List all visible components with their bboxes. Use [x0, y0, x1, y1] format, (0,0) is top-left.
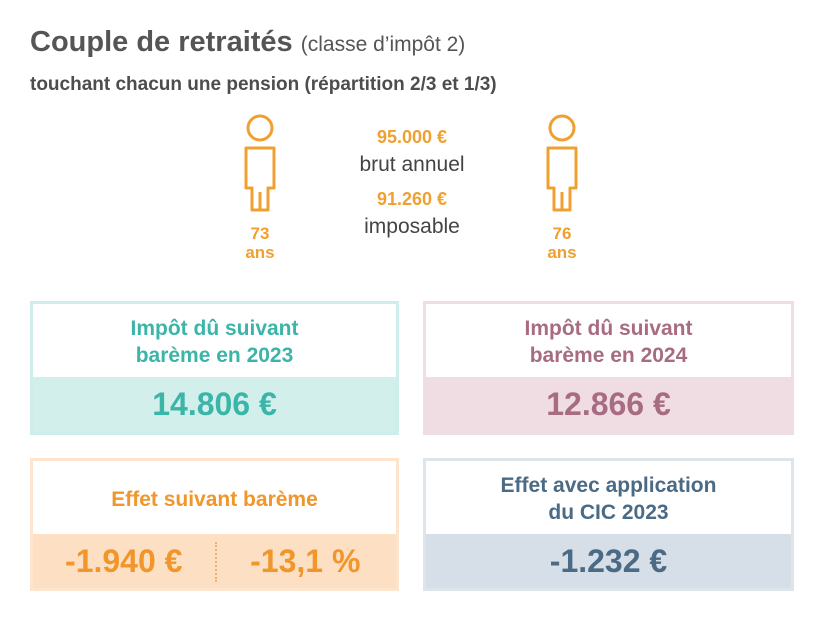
page-title: Couple de retraités (classe d’impôt 2): [30, 26, 465, 59]
gross-amount: 95.000 €: [376, 127, 448, 147]
taxable-amount: 91.260 €: [376, 189, 448, 209]
heading-label: Effet suivant barème: [111, 487, 318, 511]
card-heading: Impôt dû suivant barème en 2023: [33, 304, 396, 380]
person-1-age: 73 ans: [230, 224, 290, 262]
tax-2023-value: 14.806 €: [33, 377, 396, 432]
heading-line-1: Effet avec application: [500, 474, 717, 497]
person-icon: [244, 114, 276, 212]
heading-line-1: Impôt dû suivant: [524, 317, 693, 340]
cic-card: Effet avec application du CIC 2023 -1.23…: [423, 458, 794, 591]
tax-2023-card: Impôt dû suivant barème en 2023 14.806 €: [30, 301, 399, 435]
gross-label: brut annuel: [359, 153, 465, 176]
age-unit: ans: [547, 243, 577, 262]
cic-value: -1.232 €: [426, 534, 791, 588]
heading-line-2: barème en 2024: [529, 344, 688, 367]
income-info: 95.000 € brut annuel 91.260 € imposable: [320, 124, 504, 242]
age-unit: ans: [245, 243, 275, 262]
card-heading: Effet avec application du CIC 2023: [426, 461, 791, 537]
effect-values: -1.940 € -13,1 %: [33, 534, 396, 588]
person-2-age: 76 ans: [532, 224, 592, 262]
effect-card: Effet suivant barème -1.940 € -13,1 %: [30, 458, 399, 591]
age-value: 73: [250, 224, 270, 243]
dotted-divider: [214, 542, 217, 582]
effect-value-abs: -1.940 €: [65, 542, 183, 579]
person-icon: [546, 114, 578, 212]
title-suffix: (classe d’impôt 2): [300, 33, 466, 56]
tax-2024-value: 12.866 €: [426, 377, 791, 432]
heading-line-1: Impôt dû suivant: [130, 317, 299, 340]
title-main: Couple de retraités: [30, 26, 293, 58]
age-value: 76: [552, 224, 572, 243]
heading-line-2: barème en 2023: [135, 344, 294, 367]
effect-value-pct: -13,1 %: [250, 542, 361, 579]
tax-2024-card: Impôt dû suivant barème en 2024 12.866 €: [423, 301, 794, 435]
page-subtitle: touchant chacun une pension (répartition…: [30, 74, 497, 95]
taxable-label: imposable: [364, 215, 460, 238]
card-heading: Impôt dû suivant barème en 2024: [426, 304, 791, 380]
heading-line-2: du CIC 2023: [548, 501, 669, 524]
card-heading: Effet suivant barème: [33, 461, 396, 537]
